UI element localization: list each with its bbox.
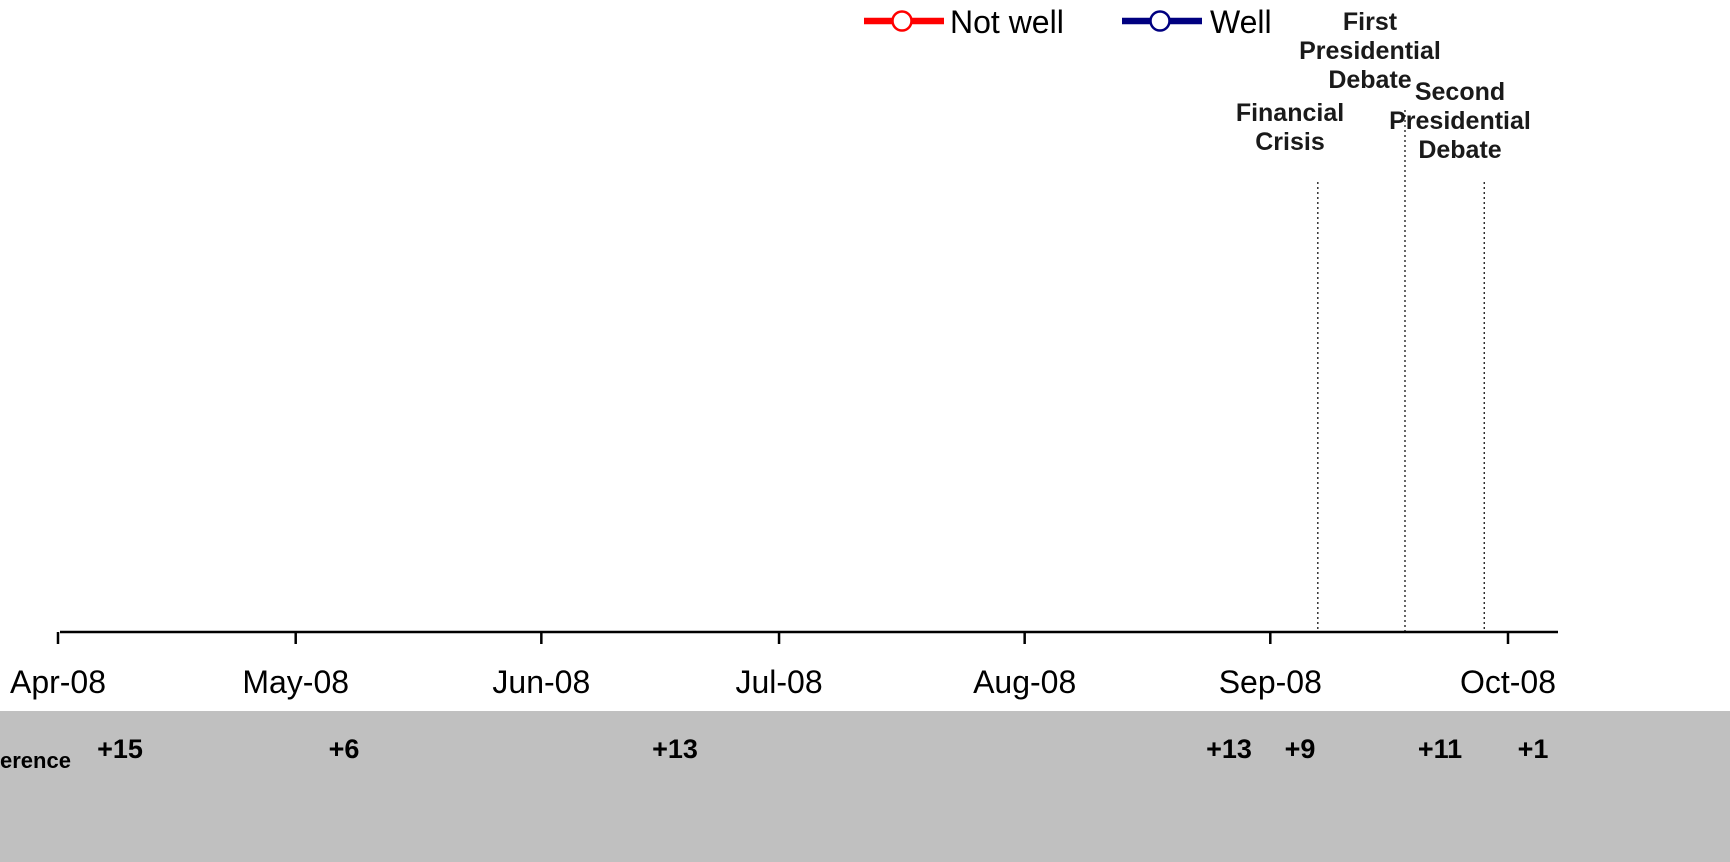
- difference-value: +9: [1285, 734, 1316, 764]
- x-tick-label: Jul-08: [735, 664, 822, 700]
- difference-value: +15: [97, 734, 143, 764]
- event-label: Financial Crisis: [1236, 99, 1344, 156]
- difference-title: erence: [0, 748, 71, 773]
- difference-band: erence +15 +6 +13 +13 +9 +11 +1: [0, 711, 1730, 862]
- x-tick-label: Jun-08: [492, 664, 590, 700]
- legend-marker: [891, 10, 913, 32]
- x-tick-label: Sep-08: [1219, 664, 1322, 700]
- event-label-line: Debate: [1328, 66, 1411, 94]
- event-label: First Presidential Debate: [1299, 8, 1441, 94]
- x-tick-label: Apr-08: [10, 664, 106, 700]
- legend: Not well Well: [864, 4, 1272, 40]
- event-label-line: Second: [1415, 78, 1505, 106]
- legend-label: Not well: [950, 4, 1064, 40]
- x-axis: Apr-08 May-08 Jun-08 Jul-08 Aug-08 Sep-08 Oct-…: [10, 630, 1558, 700]
- difference-value: +6: [329, 734, 360, 764]
- event-label-line: Presidential: [1389, 107, 1531, 135]
- event-label-line: First: [1343, 8, 1398, 36]
- difference-value: +11: [1418, 734, 1462, 764]
- legend-marker: [1149, 10, 1171, 32]
- difference-value: +1: [1518, 734, 1549, 764]
- event-label-line: Financial: [1236, 99, 1344, 127]
- x-tick-label: May-08: [242, 664, 349, 700]
- x-tick-label: Oct-08: [1460, 664, 1556, 700]
- event-label-line: Crisis: [1255, 128, 1324, 156]
- event-label: Second Presidential Debate: [1389, 78, 1531, 164]
- event-label-line: Presidential: [1299, 37, 1441, 65]
- event-label-line: Debate: [1418, 136, 1501, 164]
- difference-band-bg: [0, 711, 1730, 862]
- difference-value: +13: [1206, 734, 1252, 764]
- difference-value: +13: [652, 734, 698, 764]
- x-tick-label: Aug-08: [973, 664, 1076, 700]
- legend-label: Well: [1210, 4, 1272, 40]
